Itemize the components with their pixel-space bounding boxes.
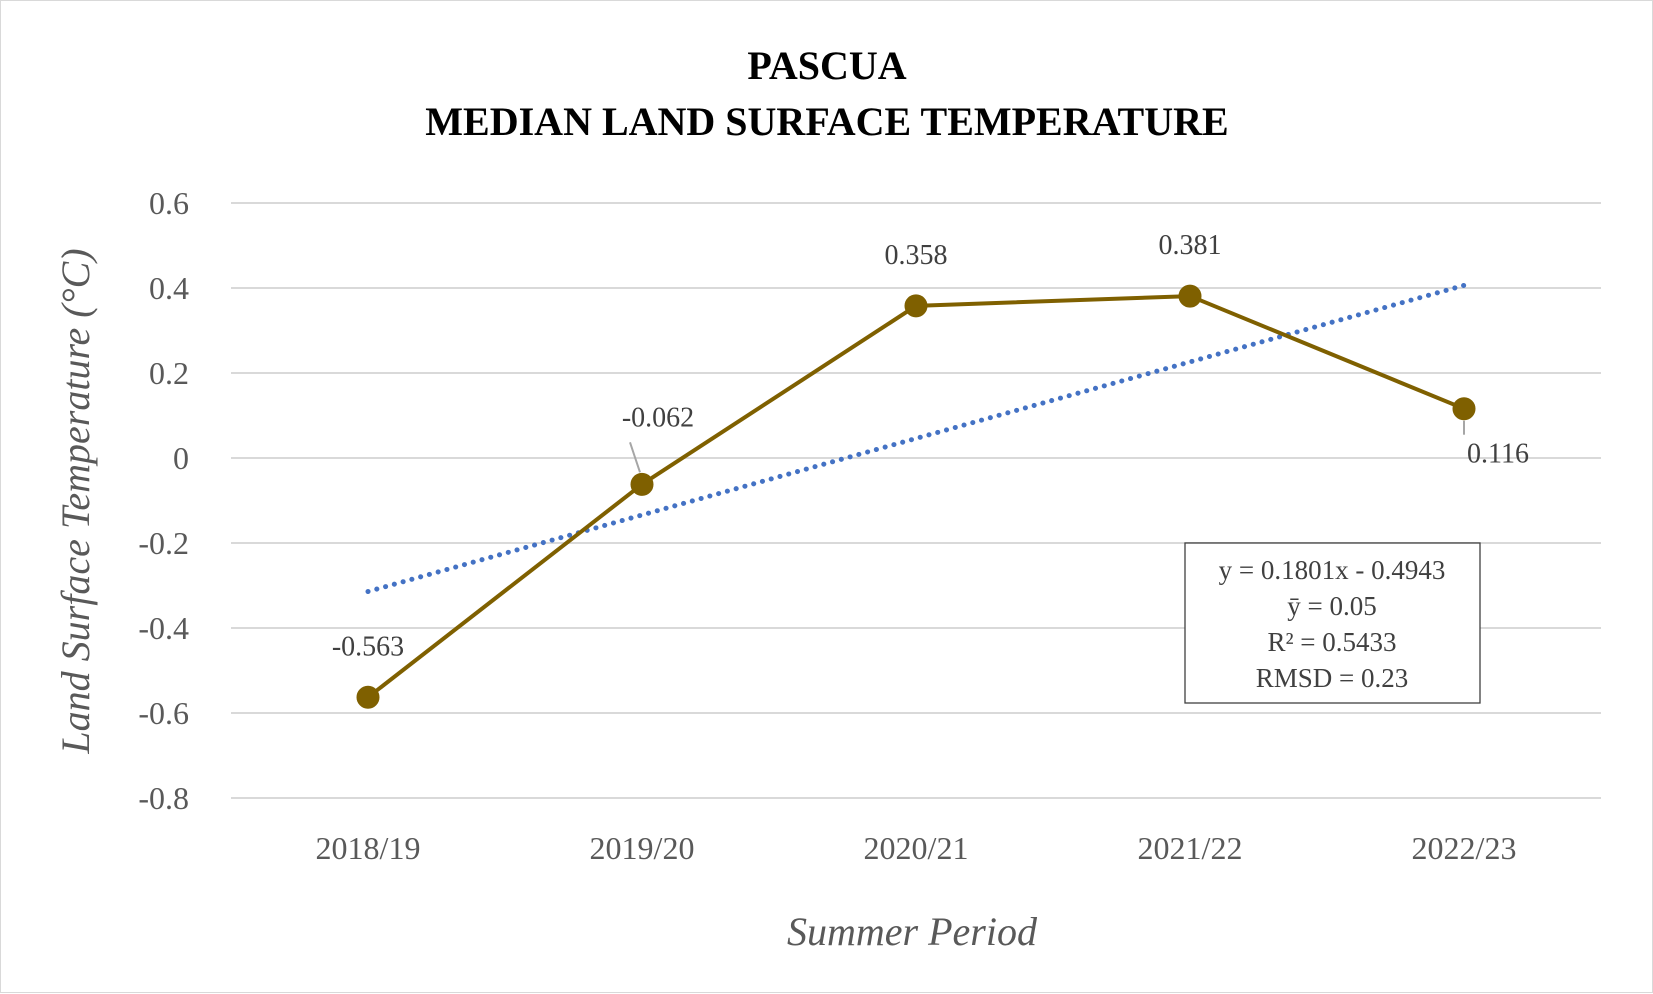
y-tick-label: -0.2 (138, 525, 189, 561)
y-tick-label: -0.8 (138, 780, 189, 816)
data-label: 0.116 (1467, 439, 1529, 470)
y-tick-label: -0.6 (138, 695, 189, 731)
y-tick-label: 0 (173, 440, 189, 476)
stats-box-border (1184, 542, 1481, 704)
data-label: 0.358 (885, 240, 948, 271)
chart-title-line-2: MEDIAN LAND SURFACE TEMPERATURE (425, 99, 1228, 144)
data-label: -0.062 (622, 402, 694, 433)
stats-r-squared: R² = 0.5433 (1267, 627, 1396, 657)
x-axis-title: Summer Period (787, 909, 1038, 954)
trendline-group (365, 282, 1467, 595)
trendline (365, 282, 1467, 595)
data-label: 0.381 (1159, 230, 1222, 261)
stats-equation: y = 0.1801x - 0.4943 (1219, 555, 1446, 585)
y-axis-title: Land Surface Temperature (°C) (53, 248, 98, 754)
data-point (1178, 284, 1202, 308)
y-tick-label: -0.4 (138, 610, 189, 646)
data-point (904, 294, 928, 318)
y-tick-label: 0.2 (149, 355, 189, 391)
x-tick-label: 2019/20 (590, 830, 695, 866)
stats-mean: ȳ = 0.05 (1287, 591, 1376, 621)
x-tick-label: 2021/22 (1138, 830, 1243, 866)
x-tick-label: 2018/19 (316, 830, 421, 866)
x-tick-label: 2020/21 (864, 830, 969, 866)
y-tick-label: 0.4 (149, 270, 189, 306)
series-group (356, 284, 1476, 709)
chart-title-line-1: PASCUA (747, 43, 906, 88)
gridlines (231, 202, 1601, 799)
data-point (630, 472, 654, 496)
stats-box: y = 0.1801x - 0.4943 ȳ = 0.05 R² = 0.543… (1184, 542, 1481, 704)
axis-labels-group: 0.6 0.4 0.2 0 -0.2 -0.4 -0.6 -0.8 2018/19 2019/20… (138, 185, 1516, 866)
stats-rmsd: RMSD = 0.23 (1256, 663, 1409, 693)
leader-line (629, 442, 641, 473)
y-tick-label: 0.6 (149, 185, 189, 221)
data-point (1452, 397, 1476, 421)
data-point (356, 685, 380, 709)
x-tick-label: 2022/23 (1412, 830, 1517, 866)
data-label: -0.563 (332, 631, 404, 662)
data-labels-group: -0.563 -0.062 0.358 0.381 0.116 (332, 230, 1529, 662)
